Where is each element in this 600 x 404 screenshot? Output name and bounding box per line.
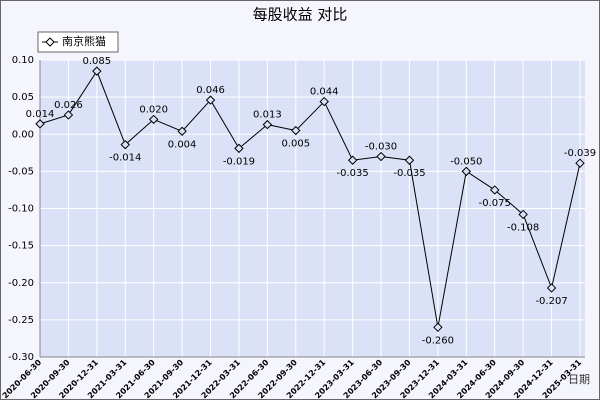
y-tick-label: -0.30 — [8, 352, 34, 363]
point — [205, 95, 216, 105]
data-label: 0.044 — [310, 87, 339, 98]
y-tick-label: -0.05 — [8, 166, 34, 177]
data-label: -0.030 — [365, 142, 397, 153]
point — [433, 322, 443, 333]
data-label: -0.050 — [450, 156, 482, 167]
point — [291, 125, 301, 136]
data-label: 0.046 — [196, 85, 225, 96]
point — [262, 119, 273, 130]
point — [177, 126, 187, 136]
data-label: -0.207 — [535, 296, 567, 307]
point — [234, 143, 244, 154]
y-tick-label: -0.15 — [8, 241, 34, 252]
y-tick-label: -0.20 — [8, 278, 34, 289]
point — [35, 119, 45, 129]
point — [490, 185, 500, 195]
data-label: -0.075 — [479, 198, 511, 209]
data-label: 0.020 — [139, 104, 168, 115]
data-label: -0.014 — [109, 153, 141, 164]
legend-box — [37, 31, 119, 53]
point — [347, 155, 358, 165]
point — [319, 96, 329, 107]
y-tick-label: 0.00 — [12, 129, 34, 140]
point — [63, 110, 74, 120]
point — [376, 151, 386, 162]
data-label: 0.026 — [54, 100, 83, 111]
data-label: -0.035 — [337, 168, 369, 179]
x-axis-label: 日期 — [568, 373, 590, 386]
data-label: 0.013 — [253, 110, 282, 121]
point — [120, 139, 130, 150]
data-label: 0.085 — [83, 56, 112, 67]
chart-title: 每股收益 对比 — [253, 6, 348, 24]
data-label: -0.019 — [223, 156, 255, 167]
y-tick-label: 0.05 — [12, 92, 34, 103]
data-label: 0.014 — [26, 109, 55, 120]
point — [404, 155, 415, 165]
point — [148, 114, 159, 125]
data-label: -0.260 — [422, 335, 454, 346]
point — [575, 158, 585, 168]
data-label: -0.108 — [507, 222, 539, 233]
legend-marker — [45, 37, 55, 47]
y-tick-label: 0.10 — [12, 55, 34, 66]
data-label: -0.039 — [564, 148, 596, 159]
data-label: 0.005 — [281, 139, 310, 150]
line — [39, 70, 581, 328]
point — [92, 66, 102, 76]
point — [461, 166, 472, 177]
y-tick-label: -0.25 — [8, 315, 34, 326]
point — [546, 283, 557, 293]
data-label: 0.004 — [168, 139, 197, 150]
point — [518, 209, 528, 220]
y-tick-label: -0.10 — [8, 204, 34, 215]
data-label: -0.035 — [393, 168, 425, 179]
legend-label: 南京熊猫 — [62, 34, 106, 48]
